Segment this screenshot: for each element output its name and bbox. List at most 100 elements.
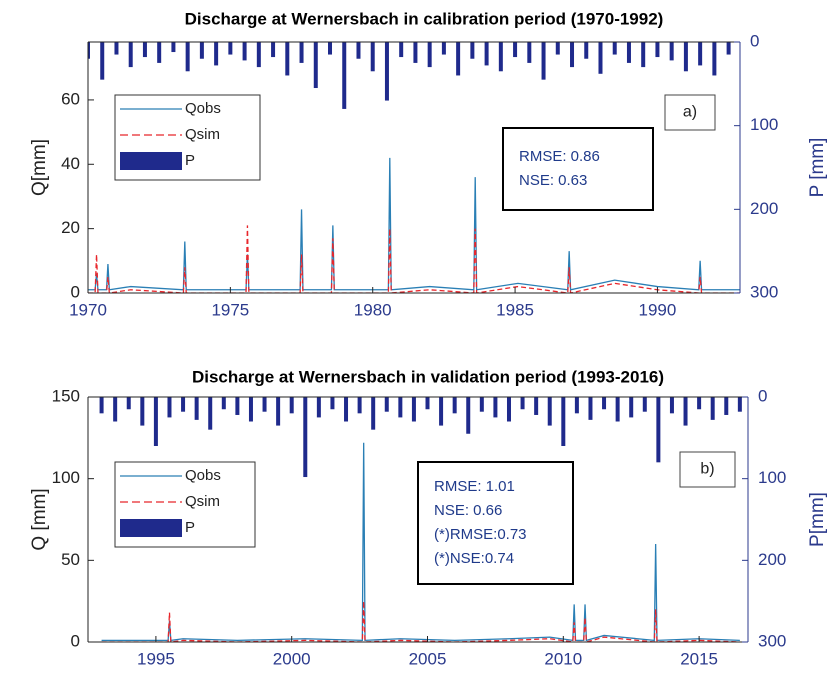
precip-bar	[493, 397, 498, 418]
y2-tick-label: 300	[758, 631, 786, 650]
precip-bar	[181, 397, 186, 412]
precip-bar	[303, 397, 308, 478]
precip-bar	[669, 42, 674, 61]
precip-bar	[506, 397, 511, 422]
precip-bar	[285, 42, 290, 76]
precip-bar	[153, 397, 158, 446]
precip-bar	[574, 397, 579, 414]
precip-bar	[527, 42, 532, 63]
precip-bar	[328, 42, 333, 55]
precip-bar	[615, 397, 620, 422]
precip-bar	[100, 42, 105, 80]
precip-bar	[425, 397, 430, 410]
precip-bar	[113, 397, 118, 422]
precip-bar	[208, 397, 213, 430]
x-tick-label: 1990	[639, 300, 677, 319]
stats-text: (*)RMSE:0.73	[434, 526, 527, 543]
precip-bar	[370, 42, 375, 72]
precip-bar	[710, 397, 715, 420]
precip-bar	[629, 397, 634, 418]
legend-swatch	[120, 152, 182, 170]
y2-tick-label: 100	[758, 468, 786, 487]
precip-bar	[357, 397, 362, 414]
y2-tick-label: 200	[758, 550, 786, 569]
y-tick-label: 40	[61, 154, 80, 173]
precip-bar	[398, 397, 403, 418]
precip-bar	[276, 397, 281, 426]
y-axis-label: Q [mm]	[29, 488, 50, 550]
precip-bar	[221, 397, 226, 410]
precip-bar	[411, 397, 416, 422]
y-tick-label: 0	[71, 631, 80, 650]
precip-bar	[655, 42, 660, 58]
precip-bar	[262, 397, 267, 412]
precip-bar	[555, 42, 560, 55]
precip-bar	[520, 397, 525, 410]
x-tick-label: 1970	[69, 300, 107, 319]
plot-area	[99, 397, 742, 642]
precip-bar	[697, 397, 702, 410]
precip-bar	[356, 42, 361, 59]
precip-bar	[235, 397, 240, 415]
precip-bar	[140, 397, 145, 426]
precip-bar	[157, 42, 162, 63]
y2-tick-label: 0	[750, 31, 759, 50]
precip-bar	[427, 42, 432, 68]
panel-label-box	[679, 451, 736, 488]
legend-label: Qsim	[185, 493, 220, 510]
precip-bar	[242, 42, 247, 61]
y2-tick-label: 200	[750, 199, 778, 218]
stats-box	[417, 461, 574, 585]
precip-bar	[683, 42, 688, 72]
y-tick-label: 100	[52, 468, 80, 487]
precip-bar	[698, 42, 703, 66]
precip-bar	[99, 397, 104, 414]
y2-axis-label: P[mm]	[807, 492, 828, 547]
precip-bar	[299, 42, 304, 63]
precip-bar	[570, 42, 575, 68]
y2-tick-label: 100	[750, 115, 778, 134]
precip-bar	[724, 397, 729, 415]
precip-bar	[256, 42, 261, 68]
precip-bar	[669, 397, 674, 414]
legend-label: Qobs	[185, 100, 221, 117]
x-tick-label: 1995	[137, 649, 175, 668]
series-line	[101, 442, 740, 642]
precip-bar	[413, 42, 418, 63]
y-tick-label: 0	[71, 282, 80, 301]
y-axis-label: Q[mm]	[29, 139, 50, 196]
precip-bar	[342, 42, 347, 109]
y-tick-label: 20	[61, 218, 80, 237]
precip-bar	[456, 42, 461, 76]
precip-bar	[399, 42, 404, 58]
precip-bar	[126, 397, 131, 410]
precip-bar	[228, 42, 233, 55]
precip-bar	[584, 42, 589, 59]
precip-bar	[128, 42, 133, 68]
precip-bar	[588, 397, 593, 420]
precip-bar	[289, 397, 294, 414]
precip-bar	[598, 42, 603, 74]
precip-bar	[656, 397, 661, 463]
x-tick-label: 1980	[354, 300, 392, 319]
y2-axis-label: P [mm]	[807, 138, 828, 198]
legend: Qobs Qsim P	[114, 461, 256, 548]
precip-bar	[194, 397, 199, 420]
precip-bar	[642, 397, 647, 412]
precip-bar	[452, 397, 457, 414]
stats-text: NSE: 0.66	[434, 502, 502, 519]
y-tick-label: 150	[52, 386, 80, 405]
precip-bar	[712, 42, 717, 76]
precip-bar	[737, 397, 742, 412]
precip-bar	[313, 42, 318, 89]
precip-bar	[441, 42, 446, 55]
y-tick-label: 60	[61, 89, 80, 108]
precip-bar	[384, 42, 389, 101]
x-tick-label: 2000	[273, 649, 311, 668]
precip-bar	[142, 42, 147, 58]
stats-box	[502, 127, 654, 211]
chart-0: Discharge at Wernersbach in calibration …	[29, 9, 828, 319]
legend-label: Qobs	[185, 467, 221, 484]
precip-bar	[316, 397, 321, 418]
